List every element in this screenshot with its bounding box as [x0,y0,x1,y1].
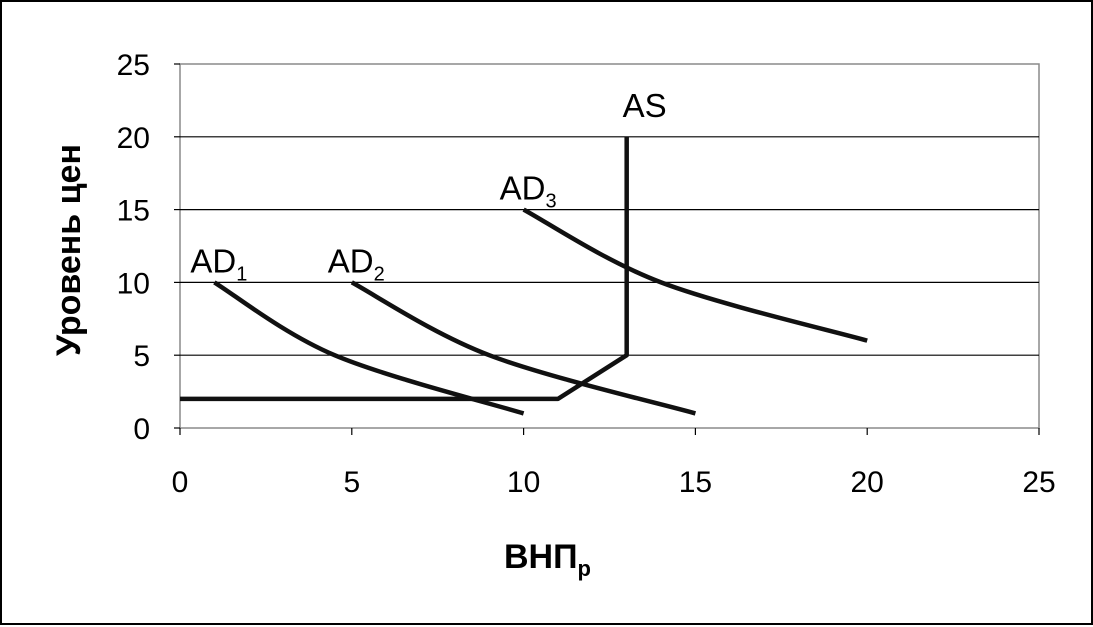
y-tick-label-15: 15 [117,195,150,228]
series-label-subscript-ad2: 2 [374,263,385,285]
series-label-subscript-ad3: 3 [545,191,556,213]
y-tick-labels: 0 5 10 15 20 25 [117,49,150,446]
x-axis-title-subscript: р [578,556,591,581]
y-tick-label-25: 25 [117,49,150,82]
y-tick-label-0: 0 [133,413,150,446]
series-label-text-ad1: AD [190,242,236,279]
plot-area [179,63,1040,429]
series-label-ad3: AD3 [500,170,557,213]
x-tick-labels: 0 5 10 15 20 25 [172,466,1056,499]
series-line-ad1 [213,280,525,416]
x-tick-label-15: 15 [679,466,712,499]
series-label-text-ad3: AD [500,170,546,207]
x-tick-label-0: 0 [172,466,189,499]
series-line-ad3 [522,207,868,343]
series-curves [180,136,868,416]
series-label-as: AS [623,87,667,124]
series-label-text-ad2: AD [328,242,374,279]
x-tick-label-20: 20 [851,466,884,499]
x-tick-label-25: 25 [1022,466,1055,499]
x-axis-title-main: ВНП [504,538,578,576]
x-axis-title: ВНПр [504,538,591,581]
series-label-text-as: AS [623,87,667,124]
x-tick-label-5: 5 [343,466,360,499]
y-tick-label-20: 20 [117,122,150,155]
x-tick-label-10: 10 [507,466,540,499]
series-line-as [180,136,629,402]
series-label-ad2: AD2 [328,242,385,285]
y-tick-label-10: 10 [117,267,150,300]
y-axis-title: Уровень цен [50,144,88,356]
series-line-ad2 [350,280,697,416]
grid-lines [174,63,1040,435]
series-label-ad1: AD1 [190,242,247,285]
y-tick-label-5: 5 [133,340,150,373]
series-label-subscript-ad1: 1 [236,263,247,285]
